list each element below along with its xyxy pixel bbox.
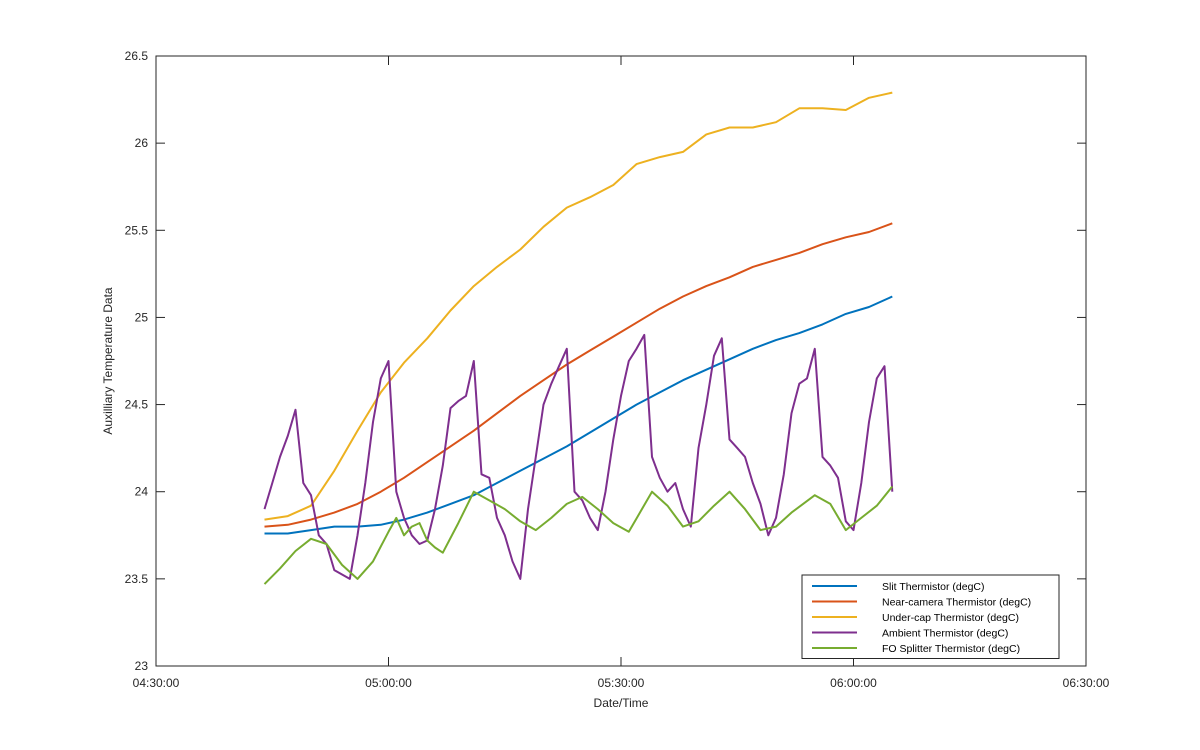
x-tick-label: 06:30:00	[1063, 676, 1110, 690]
y-tick-label: 24.5	[125, 398, 149, 412]
legend-label: Ambient Thermistor (degC)	[882, 628, 1008, 640]
x-axis: 04:30:00 05:00:00 05:30:00 06:00:00 06:30:00	[133, 56, 1110, 690]
x-tick-label: 05:30:00	[598, 676, 645, 690]
y-tick-label: 26.5	[125, 49, 149, 63]
y-tick-label: 26	[135, 136, 149, 150]
x-axis-label: Date/Time	[594, 696, 649, 710]
x-tick-label: 06:00:00	[830, 676, 877, 690]
y-tick-label: 25	[135, 310, 149, 324]
y-tick-label: 23.5	[125, 572, 149, 586]
y-axis-label: Auxilliary Temperature Data	[101, 287, 115, 435]
series-line-2	[264, 222, 893, 528]
legend-label: Under-cap Thermistor (degC)	[882, 612, 1019, 624]
plot-area	[156, 56, 1086, 666]
y-tick-label: 24	[135, 485, 149, 499]
series-group	[263, 91, 894, 585]
legend-label: Near-camera Thermistor (degC)	[882, 597, 1031, 609]
legend: Slit Thermistor (degC) Near-camera Thermi…	[801, 574, 1060, 659]
legend-label: FO Splitter Thermistor (degC)	[882, 643, 1020, 655]
x-tick-label: 04:30:00	[133, 676, 180, 690]
x-tick-label: 05:00:00	[365, 676, 412, 690]
series-line-4	[263, 333, 894, 580]
series-line-3	[264, 91, 893, 521]
y-tick-label: 25.5	[125, 223, 149, 237]
series-line-5	[263, 485, 894, 585]
legend-label: Slit Thermistor (degC)	[882, 581, 985, 593]
series-line-1	[264, 295, 893, 535]
y-axis: 23 23.5 24 24.5 25 25.5 26 26.5	[125, 49, 1086, 673]
y-tick-label: 23	[135, 659, 149, 673]
